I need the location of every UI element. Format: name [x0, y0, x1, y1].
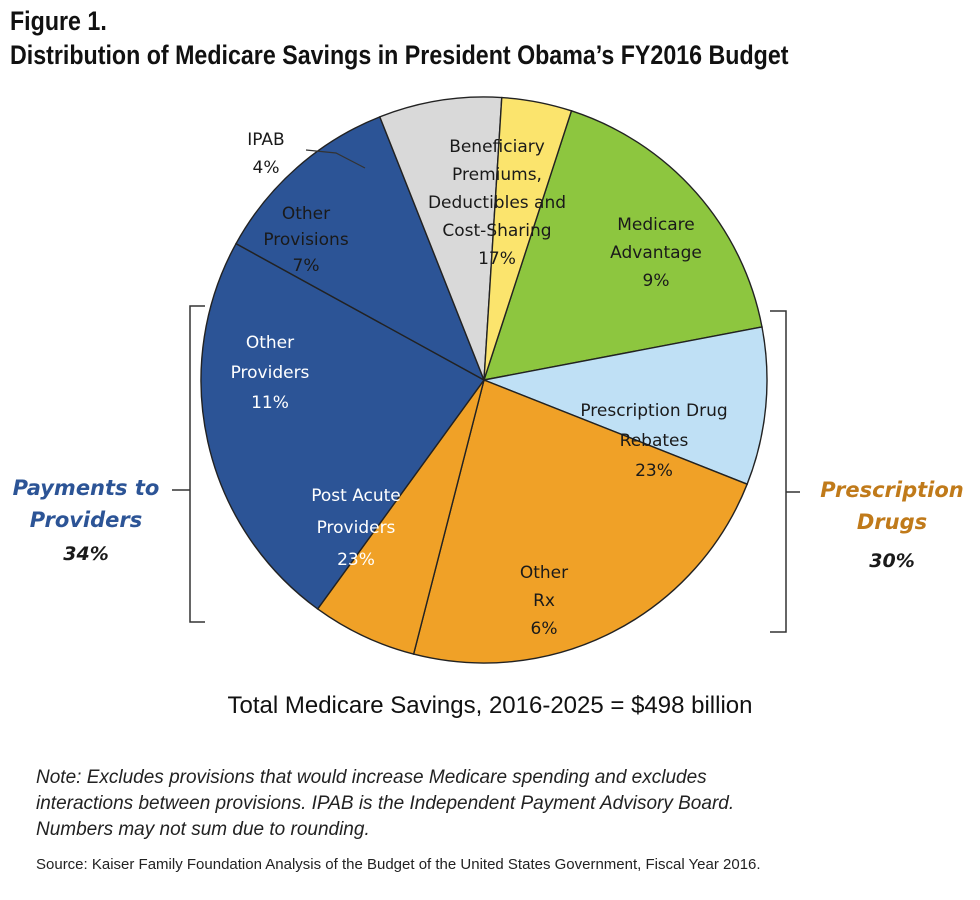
slice-label-ipab: IPAB 4%: [247, 130, 284, 178]
pie-chart: Beneficiary Premiums, Deductibles and Cost-…: [13, 96, 964, 664]
slice-label-other-providers: Other Providers 11%: [231, 333, 310, 413]
chart-note: Note: Excludes provisions that would inc…: [36, 765, 956, 843]
figure-label: Figure 1.: [10, 6, 107, 36]
slice-label-other-rx: Other Rx 6%: [520, 563, 568, 639]
bracket-payments-to-providers: [172, 305, 205, 623]
note-line: Note: Excludes provisions that would inc…: [36, 767, 707, 788]
pie-slice-post-acute-providers: [200, 242, 486, 610]
pie-slice-prescription-drug-rebates: [412, 379, 749, 664]
group-label-payments-to-providers: Payments to Providers: [13, 476, 160, 532]
group-label-prescription-drugs: Prescription Drugs: [820, 478, 964, 534]
slice-label-prescription-drug-rebates: Prescription Drug Rebates 23%: [580, 401, 727, 481]
chart-source: Source: Kaiser Family Foundation Analysi…: [36, 856, 761, 873]
total-savings-line: Total Medicare Savings, 2016-2025 = $498…: [227, 692, 753, 719]
pie-slice-medicare-advantage: [481, 326, 768, 486]
pie-slice-ipab: [483, 96, 573, 381]
bracket-prescription-drugs: [770, 310, 800, 633]
slice-label-other-provisions: Other Provisions 7%: [263, 204, 349, 276]
group-value-payments-to-providers: 34%: [63, 543, 108, 565]
ipab-leader-line: [305, 149, 366, 169]
pie-slice-other-provisions: [378, 96, 503, 381]
note-line: interactions between provisions. IPAB is…: [36, 793, 735, 814]
note-line: Numbers may not sum due to rounding.: [36, 819, 370, 840]
group-value-prescription-drugs: 30%: [869, 550, 914, 572]
slice-label-post-acute-providers: Post Acute Providers 23%: [311, 486, 401, 570]
pie-slice-beneficiary-premiums-deductibles-and-cost-sharing: [482, 109, 763, 381]
chart-title: Distribution of Medicare Savings in Pres…: [10, 40, 789, 70]
slice-label-medicare-advantage: Medicare Advantage 9%: [610, 215, 702, 291]
pie-slice-other-providers: [235, 115, 486, 382]
slice-label-beneficiary-premiums-deductibles-and-cost-sharing: Beneficiary Premiums, Deductibles and Cost-…: [428, 137, 566, 269]
